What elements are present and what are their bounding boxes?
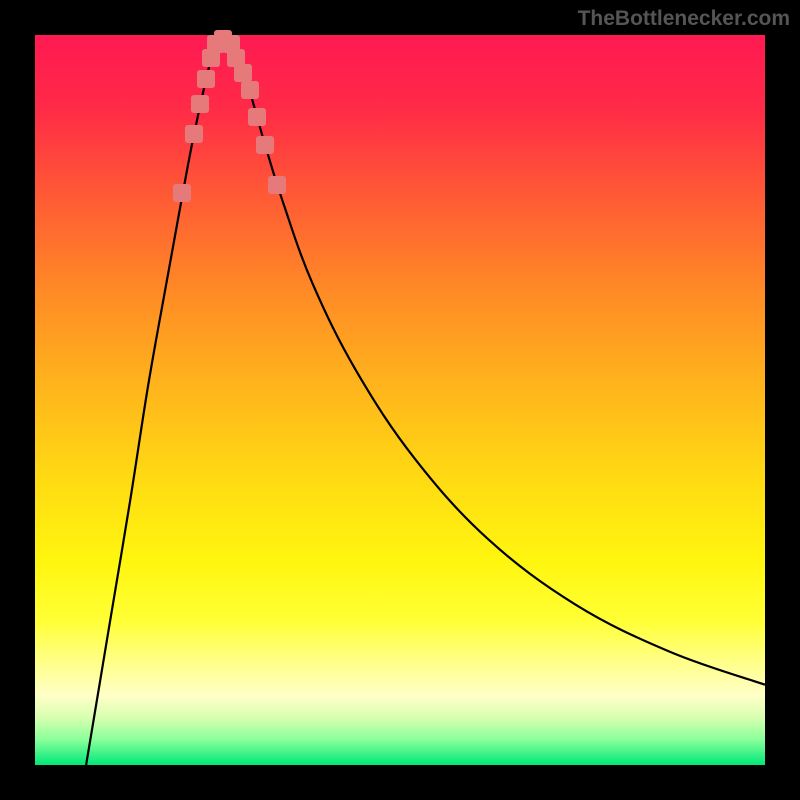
data-marker <box>191 95 209 113</box>
data-marker <box>248 108 266 126</box>
data-marker <box>173 184 191 202</box>
data-marker <box>241 81 259 99</box>
data-marker <box>256 136 274 154</box>
data-marker <box>185 125 203 143</box>
left-curve <box>86 39 219 765</box>
data-marker <box>197 70 215 88</box>
right-curve <box>228 39 765 685</box>
chart-container: TheBottlenecker.com <box>0 0 800 800</box>
curve-overlay <box>35 35 765 765</box>
data-marker <box>234 64 252 82</box>
watermark-text: TheBottlenecker.com <box>578 7 790 31</box>
plot-area <box>35 35 765 765</box>
data-marker <box>268 176 286 194</box>
